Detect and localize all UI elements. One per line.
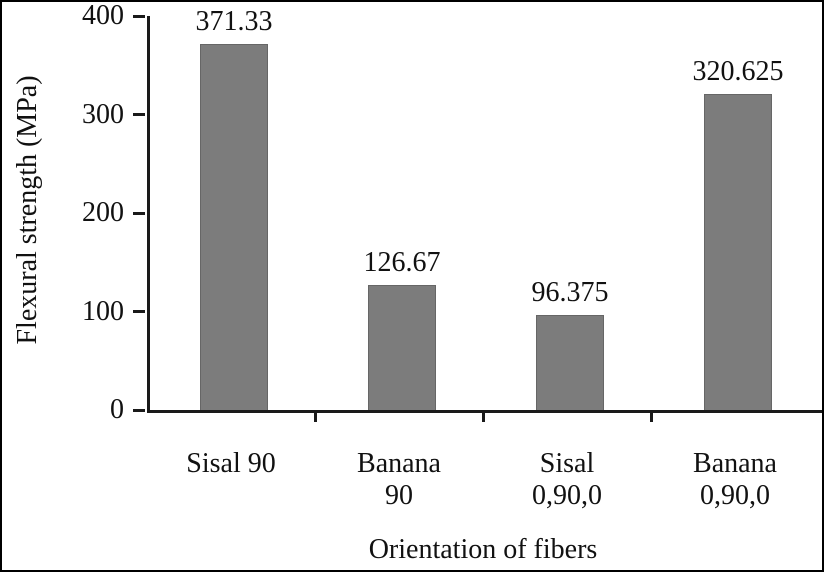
x-category-label: Sisal 90 bbox=[186, 448, 276, 479]
x-axis-tick bbox=[313, 413, 317, 422]
bar-value-label: 320.625 bbox=[692, 56, 784, 88]
y-axis-tick bbox=[133, 211, 145, 215]
y-axis-tick-label: 100 bbox=[82, 295, 124, 327]
x-axis-title: Orientation of fibers bbox=[368, 534, 598, 565]
bar-value-label: 126.67 bbox=[363, 247, 441, 279]
y-axis-tick-label: 400 bbox=[82, 0, 124, 31]
x-category-label: Sisal 0,90,0 bbox=[532, 448, 602, 512]
bar-1 bbox=[368, 285, 436, 410]
y-axis-tick-label: 0 bbox=[110, 394, 124, 425]
x-category-label: Banana 90 bbox=[357, 448, 441, 512]
x-axis-tick bbox=[481, 413, 485, 422]
x-category-label: Banana 0,90,0 bbox=[693, 448, 777, 512]
x-axis-tick bbox=[649, 413, 653, 422]
bar-0 bbox=[200, 44, 268, 410]
y-axis-tick bbox=[133, 14, 145, 18]
y-axis-tick bbox=[133, 113, 145, 116]
plot-area: 371.33 126.67 96.375 320.625 bbox=[147, 8, 822, 413]
bar-2 bbox=[536, 315, 604, 410]
bar-3 bbox=[704, 94, 772, 410]
y-axis-title: Flexural strength (MPa) bbox=[12, 75, 43, 345]
y-axis-tick-label: 200 bbox=[82, 197, 124, 228]
y-axis-tick bbox=[133, 310, 145, 313]
y-axis-tick-label: 300 bbox=[82, 98, 124, 130]
bar-value-label: 96.375 bbox=[531, 277, 609, 309]
bar-value-label: 371.33 bbox=[195, 6, 273, 38]
y-axis-tick bbox=[133, 408, 145, 412]
